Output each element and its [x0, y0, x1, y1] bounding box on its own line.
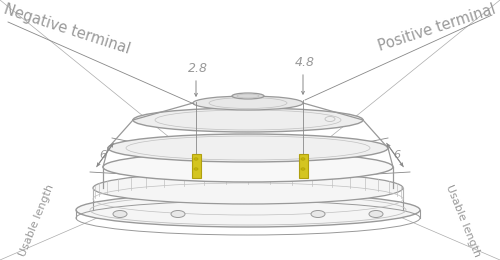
Text: 6: 6 [394, 150, 400, 160]
Ellipse shape [194, 158, 198, 160]
Text: Negative terminal: Negative terminal [2, 2, 132, 57]
Ellipse shape [113, 211, 127, 218]
Ellipse shape [76, 193, 420, 227]
Ellipse shape [194, 168, 198, 170]
Ellipse shape [311, 211, 325, 218]
Ellipse shape [103, 152, 393, 182]
Ellipse shape [133, 108, 363, 132]
Text: Usable length: Usable length [444, 183, 482, 258]
Ellipse shape [171, 211, 185, 218]
Ellipse shape [301, 158, 305, 160]
Ellipse shape [193, 96, 303, 110]
Text: Positive terminal: Positive terminal [376, 2, 498, 54]
Ellipse shape [369, 211, 383, 218]
Ellipse shape [301, 168, 305, 170]
Ellipse shape [93, 172, 403, 204]
Text: 2.8: 2.8 [188, 62, 208, 75]
Bar [298, 154, 308, 178]
Ellipse shape [108, 134, 388, 162]
Bar [192, 154, 200, 178]
Ellipse shape [232, 93, 264, 99]
Text: 4.8: 4.8 [295, 55, 315, 68]
Text: 6: 6 [100, 150, 106, 160]
Text: Usable length: Usable length [18, 183, 56, 258]
